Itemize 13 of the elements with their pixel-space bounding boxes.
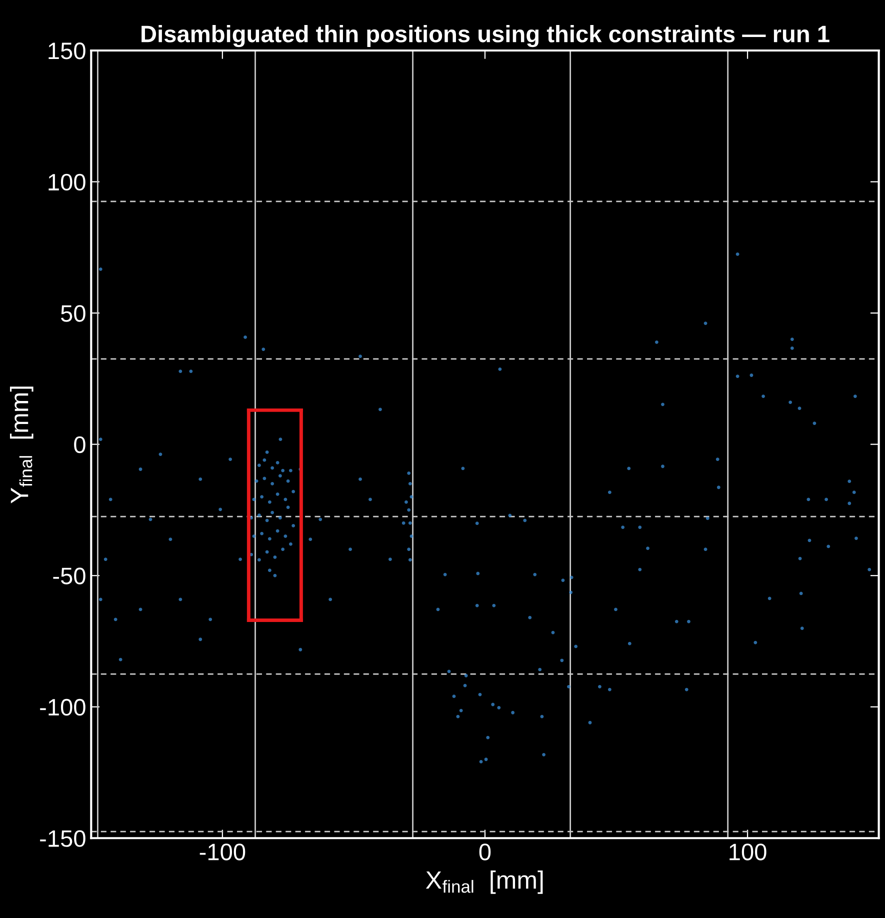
x-tick-label: -100: [200, 844, 246, 860]
chart-title: Disambiguated thin positions using thick constraints — run 1: [142, 25, 830, 48]
x-tick-label: 0: [479, 844, 491, 860]
y-tick-label: -50: [53, 568, 86, 584]
y-tick-label: -150: [40, 830, 86, 847]
y-tick-label: -100: [40, 698, 86, 716]
y-tick-label: 150: [48, 42, 86, 60]
y-tick-label: 100: [48, 174, 86, 191]
y-tick-label: 50: [60, 305, 86, 322]
x-axis-title: X$_{final}$ [mm]: [426, 870, 543, 894]
x-tick-label: 100: [730, 844, 766, 860]
y-tick-label: 0: [74, 436, 86, 454]
y-axis-title: Y$_{final}$ [mm]: [10, 386, 34, 504]
